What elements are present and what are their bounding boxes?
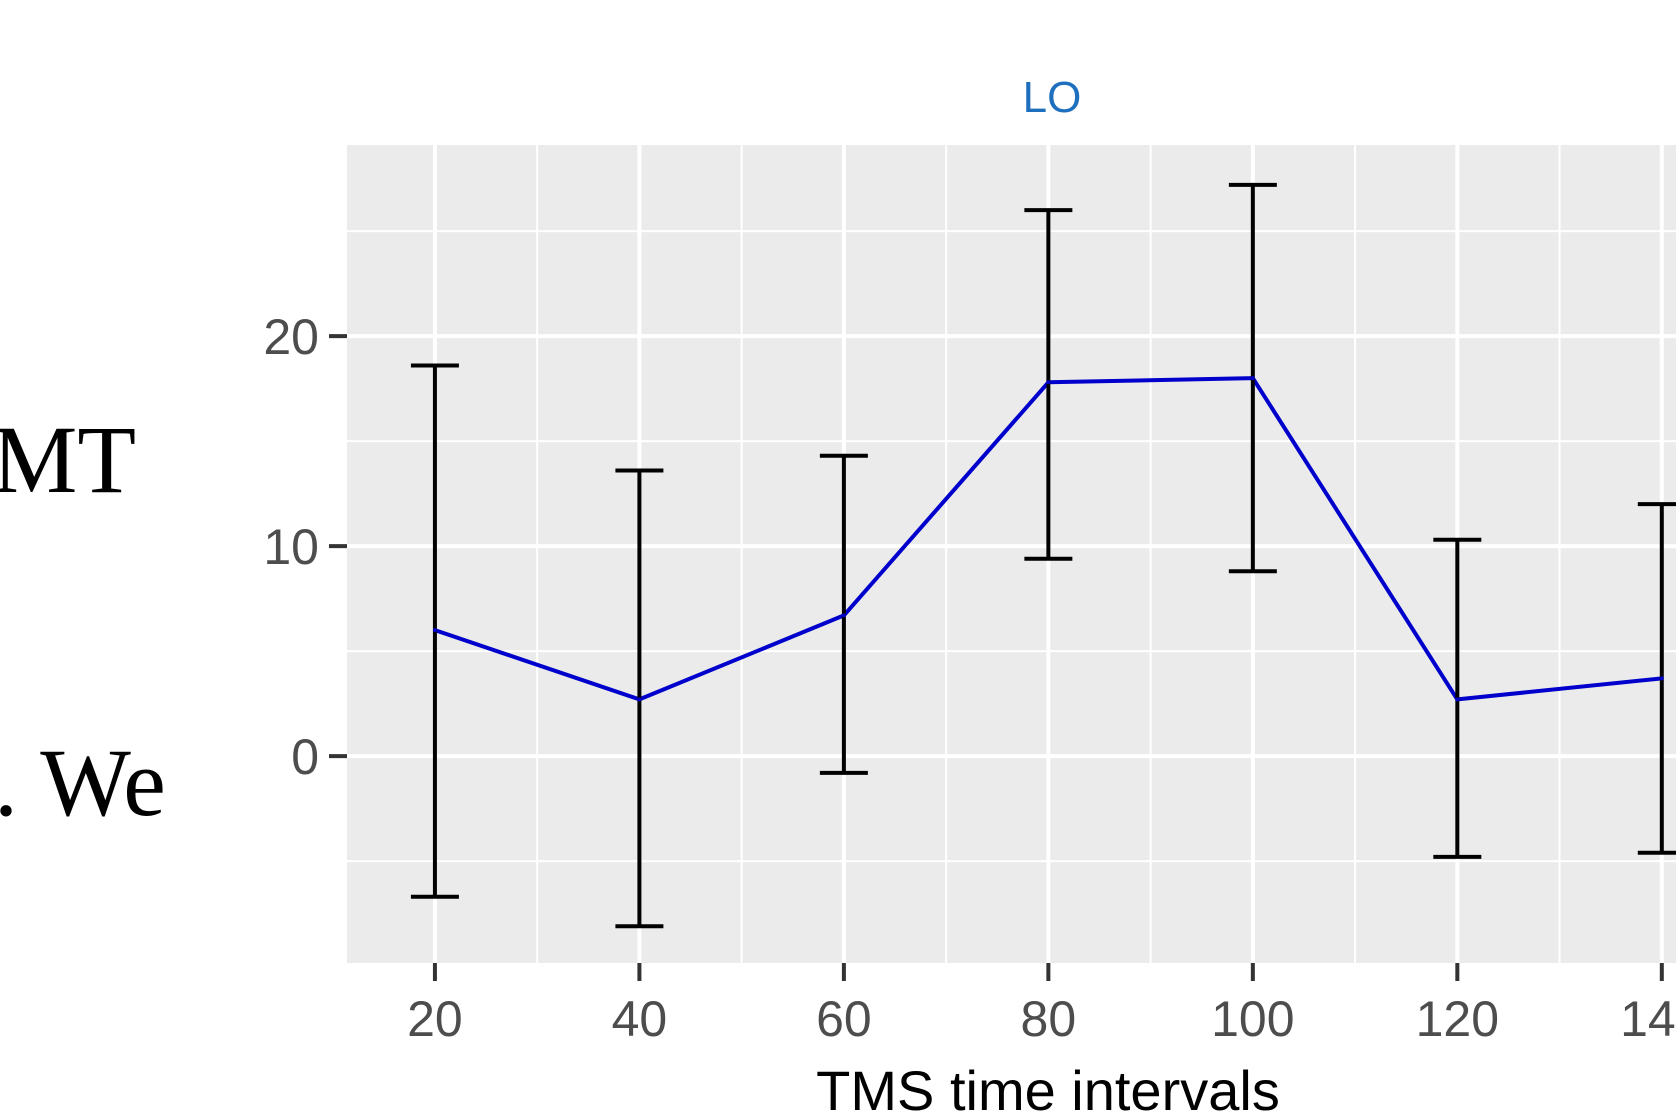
chart-title: LO [1023,73,1082,122]
x-tick-label: 60 [816,991,872,1047]
series-layer [410,182,1676,929]
x-tick-label: 20 [407,991,463,1047]
data-point [1455,697,1460,702]
x-tick-label: 40 [612,991,668,1047]
y-tick-label: 0 [291,729,319,785]
data-point [637,697,642,702]
data-point [432,628,437,633]
x-tick-label: 100 [1211,991,1294,1047]
data-point [1250,376,1255,381]
y-tick-label: 20 [263,309,319,365]
data-point [841,613,846,618]
data-point [1659,676,1664,681]
x-tick-label: 140 [1620,991,1676,1047]
side-text-line-1: MT [0,406,136,513]
x-tick-label: 80 [1021,991,1077,1047]
side-text-line-2: . We [0,729,166,836]
error-bar [1024,208,1073,561]
x-tick-label: 120 [1416,991,1499,1047]
data-point [1046,380,1051,385]
axes: 0 10 20 20 40 60 80 100 120 140 [263,309,1676,1047]
x-axis-title: TMS time intervals [816,1059,1280,1112]
plot-panel [347,145,1676,963]
y-tick-label: 10 [263,519,319,575]
